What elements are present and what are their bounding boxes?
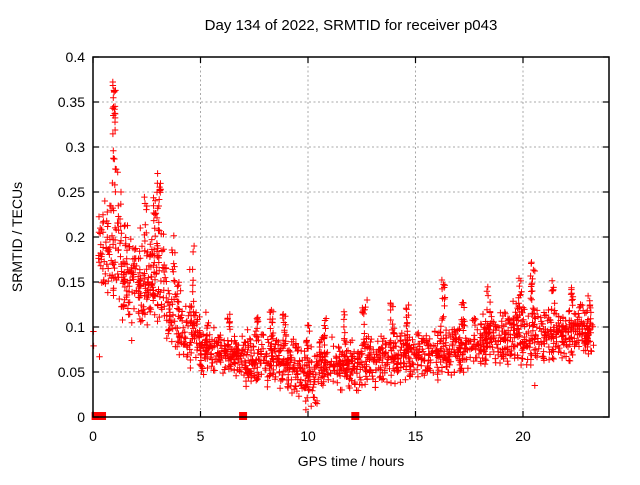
zero-flag-markers [91, 412, 360, 420]
x-tick-label: 15 [408, 428, 424, 444]
y-axis-label: SRMTID / TECUs [9, 182, 25, 292]
y-tick-label: 0.4 [66, 49, 86, 65]
x-tick-label: 0 [89, 428, 97, 444]
data-point-cloud [90, 78, 597, 413]
tick-labels: 0 5 10 15 20 0 0.05 0.1 0.15 0.2 0.25 0.3 0.35 0.4 [58, 49, 531, 444]
scatter-points [90, 78, 597, 413]
x-axis-label: GPS time / hours [298, 453, 405, 469]
y-tick-label: 0.3 [66, 139, 86, 155]
zero-flag-marker [239, 412, 248, 420]
zero-flag-marker [351, 412, 360, 420]
y-tick-label: 0.05 [58, 364, 85, 380]
y-tick-label: 0.1 [66, 319, 86, 335]
x-tick-label: 5 [197, 428, 205, 444]
y-tick-label: 0 [77, 409, 85, 425]
chart-title: Day 134 of 2022, SRMTID for receiver p04… [205, 17, 498, 34]
x-tick-label: 20 [515, 428, 531, 444]
y-tick-label: 0.15 [58, 274, 85, 290]
y-tick-label: 0.2 [66, 229, 86, 245]
zero-flag-marker [98, 412, 107, 420]
y-tick-label: 0.35 [58, 94, 85, 110]
y-tick-label: 0.25 [58, 184, 85, 200]
tick-marks [92, 56, 609, 418]
x-tick-label: 10 [300, 428, 316, 444]
